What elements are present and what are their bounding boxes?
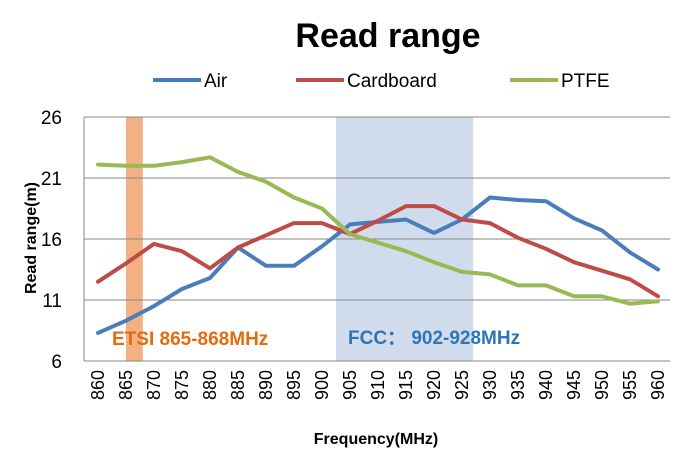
y-tick-label: 16: [41, 230, 62, 251]
data-series: [96, 155, 660, 335]
y-axis-ticks: 6 11 16 21 26: [41, 108, 62, 373]
y-tick-label: 11: [42, 291, 62, 312]
chart-legend: Air Cardboard PTFE: [153, 71, 610, 92]
band-label-1: FCC： 902-928MHz: [348, 328, 520, 349]
series-line-ptfe: [96, 155, 660, 306]
x-tick-label: 960: [648, 370, 668, 400]
x-tick-label: 870: [144, 370, 164, 400]
x-tick-label: 885: [228, 370, 248, 400]
x-tick-label: 950: [592, 370, 612, 400]
y-axis-label: Read range(m): [23, 182, 40, 294]
band-labels: ETSI 865-868MHz FCC： 902-928MHz: [112, 328, 520, 350]
legend-label-air: Air: [204, 71, 228, 92]
x-axis-label: Frequency(MHz): [314, 431, 438, 448]
gridlines: [83, 116, 670, 362]
chart-title: Read range: [295, 17, 480, 55]
x-tick-label: 880: [200, 370, 220, 400]
x-tick-label: 955: [620, 370, 640, 400]
y-tick-label: 21: [41, 169, 62, 190]
x-tick-label: 895: [284, 370, 304, 400]
legend-label-cardboard: Cardboard: [347, 71, 437, 92]
x-tick-label: 905: [340, 370, 360, 400]
x-tick-label: 920: [424, 370, 444, 400]
x-tick-label: 940: [536, 370, 556, 400]
series-line-cardboard: [96, 204, 660, 299]
x-tick-label: 865: [116, 370, 136, 400]
y-tick-label: 26: [41, 108, 62, 129]
x-tick-label: 915: [396, 370, 416, 400]
x-tick-label: 890: [256, 370, 276, 400]
y-tick-label: 6: [51, 352, 62, 373]
x-tick-label: 945: [564, 370, 584, 400]
x-tick-label: 860: [88, 370, 108, 400]
x-tick-label: 935: [508, 370, 528, 400]
x-tick-label: 925: [452, 370, 472, 400]
x-tick-label: 875: [172, 370, 192, 400]
band-label-0: ETSI 865-868MHz: [112, 329, 268, 350]
x-tick-label: 930: [480, 370, 500, 400]
legend-label-ptfe: PTFE: [561, 71, 610, 92]
x-axis-ticks: 860 865 870 875 880 885 890 895 900 905 910 915 920 9…: [88, 370, 668, 400]
x-tick-label: 910: [368, 370, 388, 400]
x-tick-label: 900: [312, 370, 332, 400]
